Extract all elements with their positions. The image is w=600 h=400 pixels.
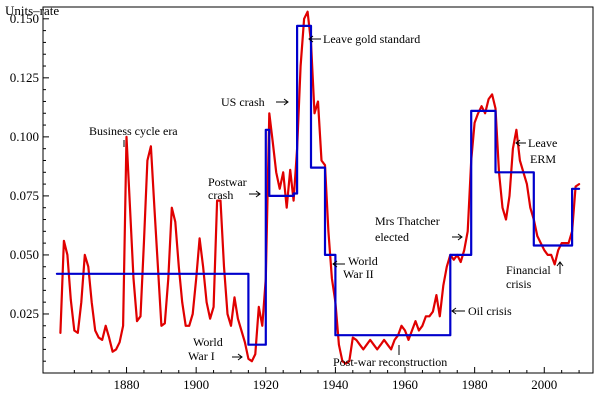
annotation-leave-line1: Leave (528, 136, 557, 150)
ticks: 1880 1900 1920 1940 1960 1980 2000 0.025 0.050 0.… (10, 11, 580, 392)
x-tick-label: 1960 (392, 377, 418, 392)
arrow-mrs-thatcher (452, 233, 463, 241)
arrow-oil-crisis (451, 307, 465, 315)
arrow-leave-gold-standard (308, 35, 321, 43)
y-tick-label: 0.075 (10, 188, 39, 203)
annotation-crash: crash (208, 188, 233, 202)
y-tick-label: 0.100 (10, 129, 39, 144)
annotation-mrs-thatcher-line1: Mrs Thatcher (375, 214, 440, 228)
x-tick-label: 1940 (322, 377, 348, 392)
annotation-crisis-line2: crisis (506, 277, 532, 291)
x-tick-label: 1980 (462, 377, 488, 392)
arrow-financial-crisis (556, 261, 564, 274)
arrow-postwar-crash (249, 190, 261, 198)
annotation-financial-line1: Financial (506, 263, 551, 277)
arrow-us-crash (276, 98, 289, 106)
x-tick-label: 2000 (531, 377, 557, 392)
y-tick-label: 0.050 (10, 247, 39, 262)
arrow-world-war-i (232, 353, 243, 361)
annotation-postwar: Postwar (208, 175, 247, 189)
series-group (55, 10, 581, 365)
annotation-world-i-line2: War I (188, 349, 215, 363)
y-tick-label: 0.150 (10, 11, 39, 26)
y-tick-label: 0.025 (10, 306, 39, 321)
annotation-mrs-thatcher-line2: elected (375, 230, 409, 244)
annotation-world-ii-line2: War II (343, 267, 374, 281)
y-tick-label: 0.125 (10, 70, 39, 85)
annotation-arrows (123, 35, 564, 361)
annotation-world-i-line1: World (193, 335, 223, 349)
arrow-leave-erm (515, 139, 526, 147)
annotation-leave-gold-standard: Leave gold standard (323, 32, 420, 46)
annotation-world-ii-line1: World (348, 254, 378, 268)
x-tick-label: 1880 (114, 377, 140, 392)
x-tick-label: 1900 (183, 377, 209, 392)
annotation-oil-crisis: Oil crisis (468, 304, 512, 318)
annotation-erm-line2: ERM (530, 152, 556, 166)
x-tick-label: 1920 (253, 377, 279, 392)
y-axis-title: Units–rate (5, 3, 59, 18)
arrow-world-war-ii (332, 260, 345, 268)
series-line-red (59, 10, 581, 365)
annotation-us-crash: US crash (221, 95, 265, 109)
annotation-business-cycle-era: Business cycle era (89, 124, 178, 138)
series-line-blue (55, 24, 581, 346)
annotation-post-war-reconstruction: Post-war reconstruction (333, 355, 447, 369)
